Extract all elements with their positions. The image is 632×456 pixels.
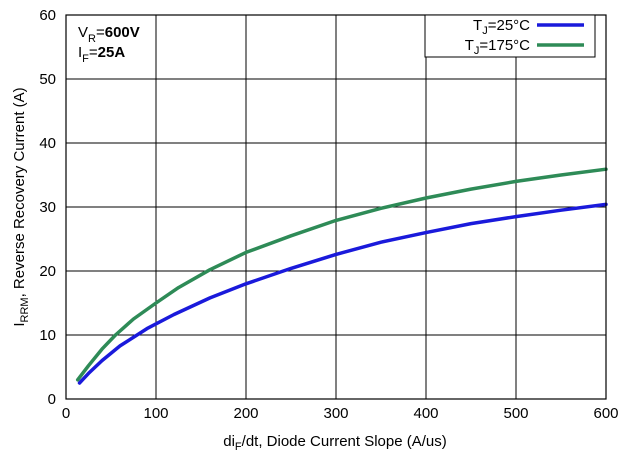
- y-axis-label: IRRM, Reverse Recovery Current (A): [11, 87, 31, 326]
- conditions-box: VR=600V IF=25A: [78, 24, 140, 65]
- series-layer: [75, 167, 608, 385]
- plot-frame: [65, 14, 607, 400]
- y-tick-label: 50: [39, 71, 56, 88]
- y-tick-label: 30: [39, 199, 56, 216]
- legend-label-175c: TJ=175°C: [465, 37, 530, 57]
- x-tick-label: 600: [593, 405, 618, 422]
- condition-if: IF=25A: [78, 44, 125, 65]
- condition-vr: VR=600V: [78, 24, 140, 45]
- series-line-25c: [77, 202, 608, 385]
- legend-box: [424, 14, 596, 58]
- series-line-175c: [75, 167, 608, 382]
- x-tick-label: 0: [62, 405, 70, 422]
- x-tick-label: 200: [233, 405, 258, 422]
- x-tick-label: 400: [413, 405, 438, 422]
- x-tick-label: 300: [323, 405, 348, 422]
- x-tick-label: 500: [503, 405, 528, 422]
- tick-labels: 0 100 200 300 400 500 600 0 10 20 30 40 50 60: [39, 7, 618, 422]
- y-tick-label: 0: [48, 391, 56, 408]
- legend-label-25c: TJ=25°C: [473, 17, 530, 37]
- y-tick-label: 60: [39, 7, 56, 24]
- x-tick-label: 100: [143, 405, 168, 422]
- y-tick-label: 40: [39, 135, 56, 152]
- y-tick-label: 10: [39, 327, 56, 344]
- x-axis-label: diF/dt, Diode Current Slope (A/us): [223, 433, 447, 453]
- legend: TJ=25°C TJ=175°C: [424, 14, 596, 58]
- grid: [66, 15, 606, 399]
- y-tick-label: 20: [39, 263, 56, 280]
